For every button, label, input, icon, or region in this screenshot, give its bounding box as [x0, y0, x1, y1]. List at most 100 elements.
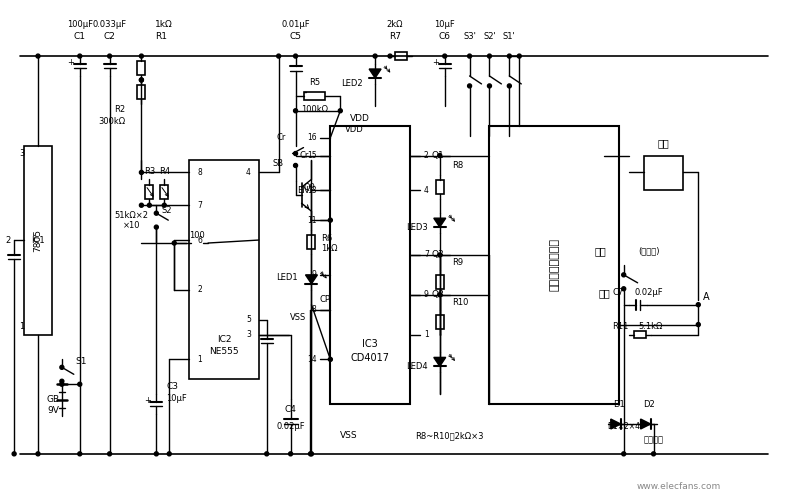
Text: VDD: VDD [345, 125, 364, 134]
Polygon shape [611, 419, 621, 429]
Circle shape [697, 323, 701, 327]
Circle shape [622, 452, 626, 456]
Text: C3: C3 [166, 382, 178, 391]
Circle shape [507, 54, 511, 58]
Circle shape [154, 452, 158, 456]
Circle shape [294, 164, 298, 167]
Bar [189, 161, 258, 379]
Text: 2: 2 [424, 151, 429, 160]
Bar [634, 331, 645, 338]
Circle shape [173, 241, 177, 245]
Bar [191, 239, 203, 247]
Text: R2: R2 [114, 105, 125, 114]
Circle shape [438, 154, 442, 158]
Circle shape [139, 203, 143, 207]
Circle shape [329, 218, 333, 222]
Circle shape [60, 379, 64, 383]
Text: (或读数): (或读数) [637, 247, 660, 255]
Circle shape [277, 54, 281, 58]
Text: 4: 4 [424, 186, 429, 195]
Text: 0.01μF: 0.01μF [281, 20, 310, 29]
Text: 测量: 测量 [598, 288, 610, 298]
Bar [395, 52, 407, 60]
Text: 9: 9 [311, 270, 317, 279]
Polygon shape [306, 275, 318, 284]
Circle shape [443, 54, 447, 58]
Circle shape [310, 452, 314, 456]
Text: Q3: Q3 [432, 250, 444, 259]
Text: 5: 5 [246, 315, 251, 324]
Circle shape [108, 452, 112, 456]
Circle shape [622, 273, 626, 277]
Text: 信号输入: 信号输入 [644, 435, 663, 444]
Text: Cr: Cr [277, 133, 286, 142]
Text: VSS: VSS [290, 313, 307, 322]
Circle shape [139, 170, 143, 174]
Circle shape [373, 54, 377, 58]
Circle shape [488, 54, 492, 58]
Text: 8: 8 [312, 305, 317, 314]
Text: C5: C5 [289, 32, 302, 41]
Circle shape [467, 54, 471, 58]
Text: 晶体: 晶体 [658, 139, 669, 149]
Bar [489, 126, 619, 404]
Circle shape [154, 211, 158, 215]
Circle shape [329, 357, 333, 361]
Text: LED4: LED4 [406, 362, 428, 371]
Text: 7: 7 [424, 250, 429, 259]
Bar [436, 275, 444, 289]
Circle shape [154, 225, 158, 229]
Text: R10: R10 [452, 298, 468, 307]
Bar [436, 315, 444, 329]
Text: Q9: Q9 [303, 183, 315, 192]
Circle shape [338, 109, 342, 113]
Text: 0.02μF: 0.02μF [634, 288, 663, 297]
Circle shape [60, 365, 64, 369]
Text: ×10: ×10 [123, 221, 140, 230]
Circle shape [147, 203, 151, 207]
Text: 51kΩ×2: 51kΩ×2 [114, 211, 148, 220]
Text: 100: 100 [189, 231, 205, 240]
Circle shape [167, 452, 171, 456]
Circle shape [467, 84, 471, 88]
Text: R4: R4 [158, 167, 170, 176]
Bar [303, 92, 325, 100]
Text: D1×2×4: D1×2×4 [608, 421, 640, 430]
Text: S3': S3' [463, 32, 476, 41]
Circle shape [78, 382, 82, 386]
Circle shape [139, 78, 143, 82]
Text: S2': S2' [483, 32, 496, 41]
Text: +: + [144, 396, 151, 405]
Text: 11: 11 [307, 216, 317, 225]
Text: +: + [433, 58, 439, 67]
Circle shape [622, 287, 626, 291]
Text: R1: R1 [155, 32, 167, 41]
Text: +: + [68, 58, 74, 67]
Circle shape [294, 54, 298, 58]
Text: 9V: 9V [47, 406, 59, 414]
Circle shape [488, 84, 492, 88]
Text: 标准: 标准 [594, 246, 606, 256]
Text: VDD: VDD [350, 114, 370, 123]
Circle shape [507, 84, 511, 88]
Circle shape [12, 452, 16, 456]
Circle shape [388, 54, 392, 58]
Circle shape [36, 452, 40, 456]
Circle shape [697, 303, 701, 307]
Text: C4: C4 [284, 405, 296, 414]
Text: www.elecfans.com: www.elecfans.com [636, 482, 720, 491]
Text: 7: 7 [197, 201, 202, 210]
Text: 1kΩ: 1kΩ [155, 20, 173, 29]
Circle shape [438, 293, 442, 297]
Text: 6: 6 [197, 236, 202, 245]
Text: C1: C1 [74, 32, 86, 41]
Text: 2: 2 [197, 285, 202, 294]
Circle shape [517, 54, 522, 58]
Text: 3: 3 [246, 330, 251, 339]
Text: 0.033μF: 0.033μF [92, 20, 127, 29]
Text: C7: C7 [612, 288, 624, 297]
Text: 9: 9 [424, 290, 429, 299]
Text: R5: R5 [309, 79, 320, 87]
Text: S1: S1 [76, 357, 87, 366]
Bar [330, 126, 410, 404]
